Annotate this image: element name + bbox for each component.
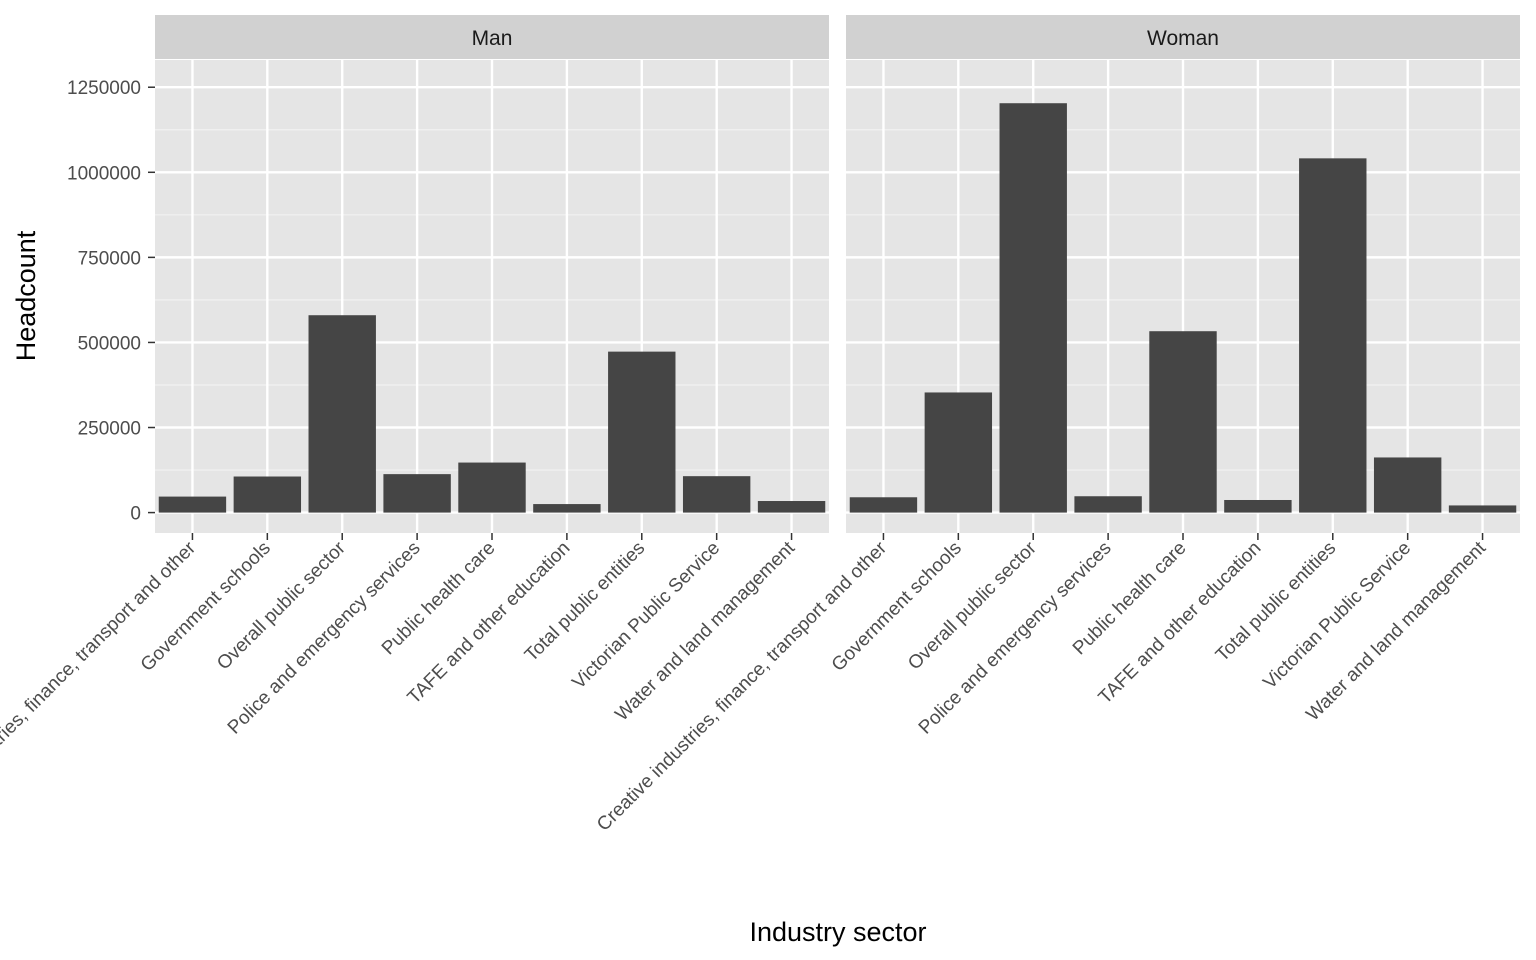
facet-panels: Man Creative industries, finance, transpo… (0, 15, 1520, 836)
x-tick-label: Overall public sector (213, 537, 350, 674)
facet-strip (155, 15, 829, 59)
x-axis-title: Industry sector (749, 917, 926, 947)
bar (608, 351, 676, 513)
bar (533, 504, 601, 513)
bar (1224, 499, 1292, 513)
bar (308, 315, 376, 513)
x-tick-label: Victorian Public Service (1259, 538, 1415, 694)
x-tick-label: Victorian Public Service (568, 538, 724, 694)
bar (1448, 505, 1517, 513)
y-axis: 0 250000 500000 750000 1000000 1250000 (67, 78, 155, 525)
bar (849, 497, 918, 513)
facet-strip-label: Woman (1147, 27, 1219, 50)
y-tick-label: 1000000 (67, 163, 141, 184)
y-tick-label: 0 (130, 504, 141, 525)
bar (1149, 331, 1217, 513)
facet-strip (846, 15, 1520, 59)
bar (158, 496, 227, 513)
bar (233, 476, 302, 513)
y-axis-title: Headcount (11, 230, 41, 361)
bar (1299, 158, 1367, 513)
facet-strip-label: Man (472, 27, 513, 50)
bar (999, 103, 1067, 513)
y-tick-label: 1250000 (67, 78, 141, 99)
y-tick-label: 750000 (78, 248, 141, 269)
y-tick-label: 500000 (78, 333, 141, 354)
bar (757, 501, 826, 513)
bar (1373, 457, 1442, 513)
bar (924, 392, 993, 513)
bar (458, 462, 526, 513)
x-tick-label: Overall public sector (904, 537, 1041, 674)
bar (1074, 496, 1142, 513)
bar (383, 474, 451, 513)
x-tick-label: Government schools (828, 538, 966, 676)
bar (682, 476, 751, 513)
y-tick-label: 250000 (78, 419, 141, 440)
x-tick-label: Government schools (137, 538, 275, 676)
x-tick-label: Creative industries, finance, transport … (0, 537, 200, 835)
